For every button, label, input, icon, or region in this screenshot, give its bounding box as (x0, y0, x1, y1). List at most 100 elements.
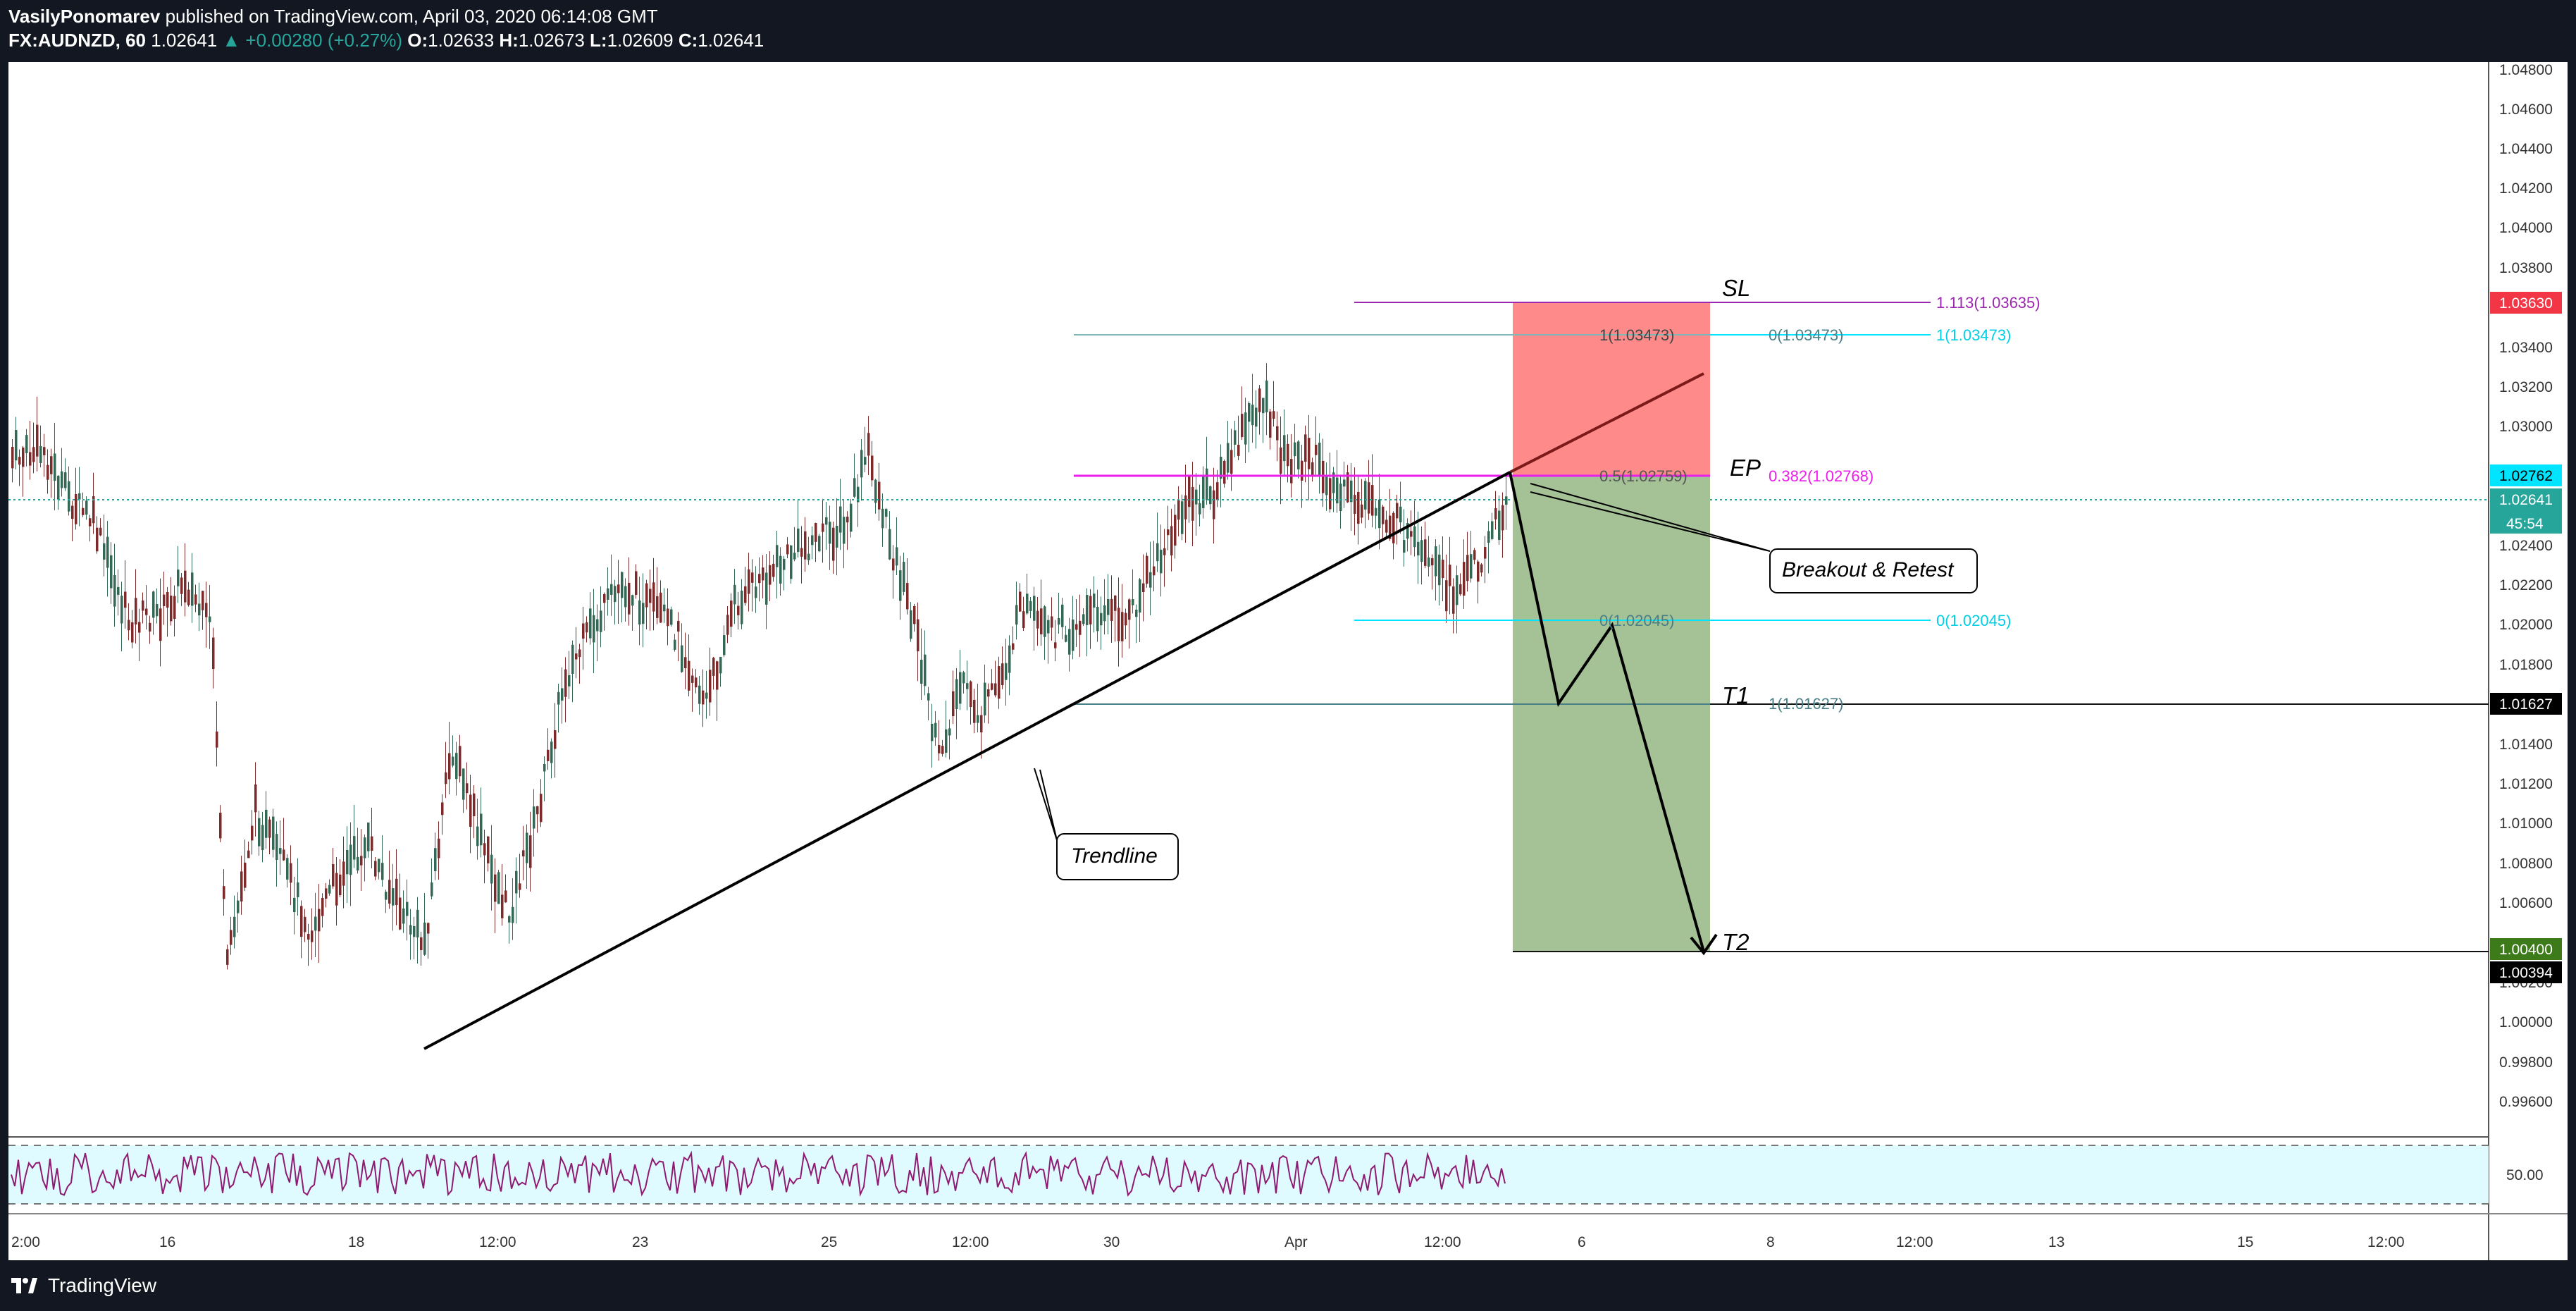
candle (1061, 604, 1064, 627)
time-tick: 12:00 (952, 1234, 989, 1250)
fib-label-1113: 1.113(1.03635) (1936, 294, 2041, 312)
breakout-callout[interactable] (1769, 548, 1978, 593)
candle (293, 897, 296, 913)
projection-arrowhead (1690, 933, 1718, 956)
price-tick: 1.00800 (2499, 856, 2553, 872)
time-tick: 12:00 (479, 1234, 516, 1250)
time-tick: 16 (159, 1234, 175, 1250)
candle (1044, 606, 1046, 637)
author-name[interactable]: VasilyPonomarev (8, 6, 161, 27)
candle (807, 553, 810, 560)
candle (1364, 481, 1367, 510)
candle (899, 570, 902, 601)
chart-area[interactable]: Breakout & Retest Trendline SL EP T1 T2 … (8, 62, 2568, 1260)
candle (223, 886, 225, 899)
candle (1276, 426, 1279, 441)
candle (888, 529, 891, 560)
candle (233, 916, 236, 937)
open-label: O: (407, 30, 428, 51)
close-value: 1.02641 (698, 30, 764, 51)
candle (730, 601, 733, 627)
projection-path[interactable] (1509, 472, 1705, 952)
trendline[interactable] (423, 471, 1511, 1050)
candle (994, 683, 997, 696)
candle (1459, 584, 1462, 595)
price-tick: 1.02200 (2499, 577, 2553, 593)
candle (244, 862, 247, 888)
rsi-line[interactable] (11, 1150, 1506, 1198)
candle (1146, 555, 1148, 584)
candle (765, 572, 768, 605)
candle (649, 589, 652, 603)
candle (304, 916, 306, 933)
candle (540, 794, 543, 823)
price-tick: 1.03800 (2499, 260, 2553, 276)
candle (494, 874, 497, 902)
candle (927, 693, 930, 701)
candle (353, 836, 356, 860)
candle (1428, 557, 1430, 567)
candle (1417, 541, 1420, 556)
time-axis[interactable]: 2:00 16 18 12:00 23 25 12:00 30 Apr 12:0… (11, 1234, 2405, 1250)
time-tick: 12:00 (1424, 1234, 1461, 1250)
candle (36, 424, 39, 457)
trendline-extension[interactable] (1509, 372, 1704, 474)
time-tick: 8 (1766, 1234, 1775, 1250)
candle (1406, 523, 1409, 539)
target-zone[interactable] (1513, 475, 1710, 952)
candle (240, 871, 243, 901)
candle (1262, 398, 1265, 414)
candle (1322, 460, 1325, 493)
candle (149, 622, 151, 632)
candle (142, 600, 144, 611)
tradingview-logo-icon (11, 1278, 37, 1293)
candle (381, 863, 384, 880)
candle (582, 623, 585, 639)
chart-canvas[interactable]: Breakout & Retest Trendline SL EP T1 T2 … (8, 62, 2568, 1260)
candle (652, 582, 655, 612)
price-tick: 0.99600 (2499, 1094, 2553, 1110)
tradingview-logo[interactable]: TradingView (10, 1274, 156, 1297)
candle (1149, 572, 1152, 588)
time-tick: 23 (632, 1234, 648, 1250)
trendline-callout[interactable] (1056, 833, 1179, 880)
candle (853, 478, 856, 497)
candle (1005, 663, 1008, 680)
candle (1368, 482, 1370, 514)
candle (755, 586, 757, 598)
candle (1181, 501, 1184, 534)
candle (1449, 565, 1451, 586)
candle (772, 563, 775, 577)
ep-price-tag (2490, 464, 2562, 486)
candle (681, 645, 683, 672)
candle (533, 806, 535, 829)
candle (297, 882, 299, 897)
candle (328, 885, 331, 894)
t2-price-tag (2490, 938, 2562, 960)
candle (1248, 402, 1251, 422)
candle (695, 677, 698, 688)
candle (1452, 586, 1455, 614)
candle (1216, 482, 1219, 500)
price-tick: 1.00000 (2499, 1014, 2553, 1030)
price-tick: 1.04000 (2499, 220, 2553, 236)
symbol-label[interactable]: FX:AUDNZD, 60 (8, 30, 147, 51)
candle (120, 596, 123, 624)
candle (1001, 663, 1004, 686)
candle (11, 446, 14, 469)
candle (980, 715, 983, 733)
candle (473, 793, 476, 817)
candle (1075, 624, 1078, 630)
candle (159, 608, 162, 641)
candle (1153, 566, 1156, 576)
candle (896, 547, 898, 566)
candle (762, 567, 764, 581)
candle (128, 620, 130, 631)
candle (867, 433, 870, 456)
stop-zone[interactable] (1513, 302, 1710, 475)
last-price-tag (2490, 488, 2562, 534)
candle (1082, 614, 1085, 624)
time-tick: 12:00 (1896, 1234, 1933, 1250)
price-tick: 0.99800 (2499, 1054, 2553, 1071)
candle (1209, 486, 1212, 505)
